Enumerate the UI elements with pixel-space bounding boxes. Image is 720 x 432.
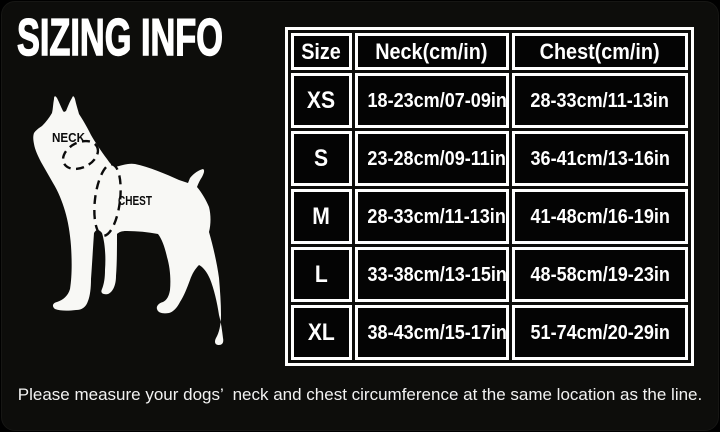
cell-size: M xyxy=(291,189,352,244)
cell-size: XS xyxy=(291,73,352,128)
page-title: SIZING INFO xyxy=(17,9,224,67)
cell-size: XL xyxy=(291,305,352,360)
header-chest: Chest(cm/in) xyxy=(512,33,688,70)
cell-neck: 28-33cm/11-13in xyxy=(354,189,510,244)
table-row-xs: XS 18-23cm/07-09in 28-33cm/11-13in xyxy=(291,73,688,128)
neck-measure-line xyxy=(61,139,100,171)
table-row-s: S 23-28cm/09-11in 36-41cm/13-16in xyxy=(291,131,688,186)
cell-chest: 41-48cm/16-19in xyxy=(512,189,688,244)
cell-neck: 23-28cm/09-11in xyxy=(354,131,510,186)
cell-chest: 51-74cm/20-29in xyxy=(512,305,688,360)
table-header-row: Size Neck(cm/in) Chest(cm/in) xyxy=(291,33,688,70)
table-row-l: L 33-38cm/13-15in 48-58cm/19-23in xyxy=(291,247,688,302)
header-size: Size xyxy=(291,33,352,70)
cell-neck: 18-23cm/07-09in xyxy=(354,73,510,128)
dog-silhouette xyxy=(33,96,224,345)
cell-neck: 38-43cm/15-17in xyxy=(354,305,510,360)
cell-chest: 48-58cm/19-23in xyxy=(512,247,688,302)
cell-chest: 28-33cm/11-13in xyxy=(512,73,688,128)
cell-neck: 33-38cm/13-15in xyxy=(354,247,510,302)
measurement-note: Please measure your dogs’ neck and chest… xyxy=(17,385,703,404)
cell-chest: 36-41cm/13-16in xyxy=(512,131,688,186)
table-row-m: M 28-33cm/11-13in 41-48cm/16-19in xyxy=(291,189,688,244)
header-neck: Neck(cm/in) xyxy=(354,33,510,70)
neck-label: NECK xyxy=(52,130,86,145)
cell-size: L xyxy=(291,247,352,302)
sizing-table: Size Neck(cm/in) Chest(cm/in) XS 18-23cm… xyxy=(285,27,694,366)
chest-label: CHEST xyxy=(118,193,152,208)
dog-measurement-diagram: NECK CHEST xyxy=(17,82,257,382)
table-row-xl: XL 38-43cm/15-17in 51-74cm/20-29in xyxy=(291,305,688,360)
dog-silhouette-illustration: NECK CHEST xyxy=(33,96,224,345)
cell-size: S xyxy=(291,131,352,186)
